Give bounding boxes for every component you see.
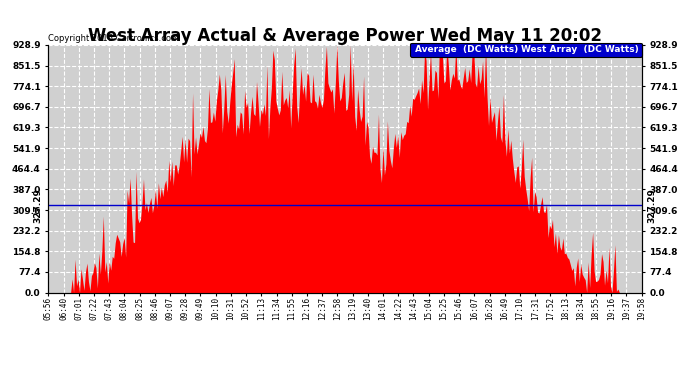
Text: 327.29: 327.29 <box>33 188 42 223</box>
Text: 327.29: 327.29 <box>648 188 657 223</box>
Text: Copyright 2016 Cartronics.com: Copyright 2016 Cartronics.com <box>48 33 179 42</box>
Legend: Average  (DC Watts), West Array  (DC Watts): Average (DC Watts), West Array (DC Watts… <box>410 42 642 57</box>
Title: West Array Actual & Average Power Wed May 11 20:02: West Array Actual & Average Power Wed Ma… <box>88 27 602 45</box>
